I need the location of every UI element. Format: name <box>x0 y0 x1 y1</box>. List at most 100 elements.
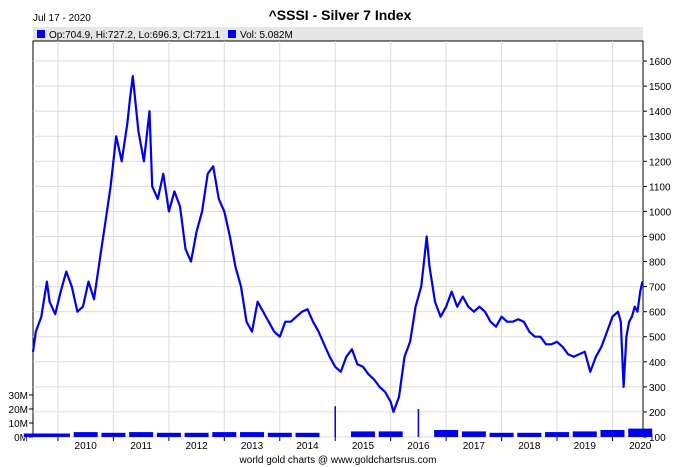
price-point <box>195 230 198 233</box>
y-tick-label: 1500 <box>649 82 672 93</box>
price-point <box>445 306 447 308</box>
price-point <box>356 363 359 365</box>
price-point <box>351 348 353 350</box>
price-point <box>462 296 464 298</box>
price-point <box>639 291 641 293</box>
price-point <box>334 366 336 368</box>
price-point <box>631 316 633 318</box>
vol-legend-swatch <box>228 30 236 38</box>
price-point <box>584 351 586 353</box>
price-point <box>179 205 181 208</box>
y-tick-label: 900 <box>649 232 666 243</box>
volume-bar <box>600 430 625 437</box>
volume-bar <box>156 432 181 437</box>
price-point <box>229 235 231 238</box>
price-point <box>595 356 597 358</box>
price-point <box>545 343 547 345</box>
price-point <box>426 235 428 238</box>
volume-bar <box>129 432 154 437</box>
volume-bar <box>23 433 48 437</box>
volume-bar <box>101 432 126 437</box>
price-point <box>126 123 128 125</box>
price-point <box>212 165 214 167</box>
volume-bar <box>628 428 653 437</box>
price-point <box>611 316 614 318</box>
volume-bar <box>461 431 486 437</box>
price-point <box>256 301 259 303</box>
price-point <box>173 190 176 192</box>
price-point <box>110 185 112 187</box>
price-point <box>428 265 431 268</box>
price-point <box>473 311 475 313</box>
x-tick-label: 2015 <box>352 441 375 452</box>
grid-lines <box>33 41 643 438</box>
y-tick-label: 800 <box>649 258 666 269</box>
price-point <box>589 371 591 373</box>
price-point <box>54 313 56 315</box>
x-tick-label: 2011 <box>130 441 152 452</box>
price-point <box>636 311 639 313</box>
price-point <box>506 321 508 323</box>
price-point <box>628 321 630 323</box>
price-point <box>578 353 580 355</box>
price-point <box>301 311 303 313</box>
price-point <box>157 198 159 200</box>
price-point <box>362 366 364 368</box>
price-point <box>573 356 575 358</box>
price-point <box>121 160 123 162</box>
price-point <box>148 110 151 112</box>
price-point <box>104 223 106 225</box>
volume-bar <box>267 432 292 437</box>
price-point <box>60 291 62 293</box>
price-point <box>262 311 264 313</box>
price-point <box>489 321 492 323</box>
price-point <box>478 306 481 308</box>
chart-credit: world gold charts @ www.goldchartsrus.co… <box>239 455 437 466</box>
volume-bar <box>378 431 403 437</box>
price-point <box>378 386 381 388</box>
price-point <box>512 321 514 323</box>
price-point <box>484 311 486 313</box>
price-point <box>279 336 281 338</box>
price-point <box>71 286 73 288</box>
price-point <box>398 396 400 398</box>
vol-legend-text: Vol: 5.082M <box>240 30 293 41</box>
price-point <box>409 341 411 343</box>
volume-bar <box>73 432 98 437</box>
price-point <box>240 286 242 288</box>
y-tick-label: 1200 <box>649 157 672 168</box>
price-point <box>561 346 564 348</box>
chart-title: ^SSSI - Silver 7 Index <box>269 7 412 23</box>
price-point <box>273 331 275 333</box>
price-point <box>98 260 101 263</box>
price-point <box>420 286 422 288</box>
y-tick-label: 400 <box>649 358 666 369</box>
price-point <box>87 281 90 283</box>
price-point <box>312 321 314 323</box>
volume-bar <box>295 432 320 437</box>
price-point <box>245 321 248 323</box>
price-point <box>390 401 392 403</box>
price-series <box>31 74 644 413</box>
price-point <box>115 135 117 137</box>
vol-tick-label: 10M <box>9 419 28 430</box>
price-point <box>392 411 395 413</box>
price-point <box>373 378 375 380</box>
volume-bar <box>417 409 420 437</box>
volume-bar <box>545 432 570 437</box>
x-tick-label: 2019 <box>574 441 597 452</box>
price-point <box>620 321 622 323</box>
price-point <box>617 311 619 313</box>
price-point <box>467 306 469 308</box>
price-point <box>534 336 536 338</box>
y-tick-label: 200 <box>649 408 666 419</box>
y-tick-label: 300 <box>649 383 666 394</box>
price-point <box>218 198 220 200</box>
y-axis-ticks: 100 200 300 400 500 600 700 800 900 1000 1100 1200 1… <box>643 57 672 444</box>
x-tick-label: 2018 <box>518 441 541 452</box>
price-point <box>295 316 298 318</box>
price-point <box>162 173 164 175</box>
price-point <box>284 321 286 323</box>
price-point <box>137 130 139 132</box>
price-point <box>415 306 417 308</box>
